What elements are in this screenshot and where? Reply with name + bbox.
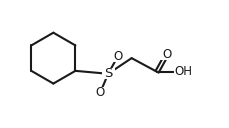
FancyBboxPatch shape (111, 51, 124, 62)
Text: OH: OH (174, 65, 192, 78)
FancyBboxPatch shape (94, 87, 106, 98)
Text: S: S (104, 67, 112, 80)
Text: O: O (113, 50, 122, 63)
Text: O: O (161, 48, 171, 61)
FancyBboxPatch shape (173, 66, 192, 77)
FancyBboxPatch shape (160, 49, 172, 60)
Text: O: O (95, 86, 104, 99)
FancyBboxPatch shape (101, 68, 114, 79)
